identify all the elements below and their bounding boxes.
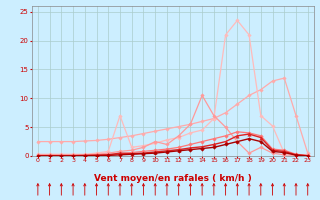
X-axis label: Vent moyen/en rafales ( km/h ): Vent moyen/en rafales ( km/h ) bbox=[94, 174, 252, 183]
